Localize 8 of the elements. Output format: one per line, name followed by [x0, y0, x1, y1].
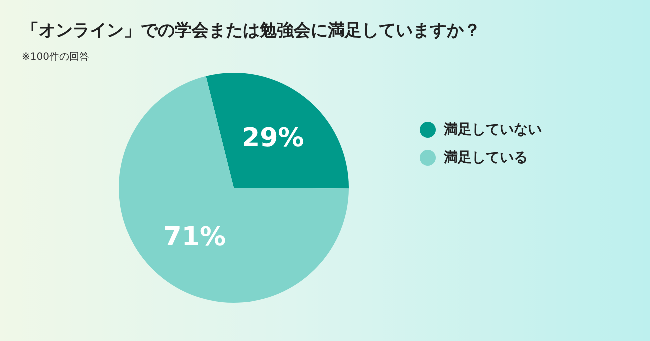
pie-slice [119, 76, 349, 303]
data-label: 29% [242, 123, 304, 154]
legend-label: 満足していない [443, 122, 542, 138]
chart-subtitle: ※100件の回答 [22, 51, 90, 63]
legend-label: 満足している [443, 150, 528, 166]
pie-slice [206, 73, 349, 189]
chart-title: 「オンライン」での学会または勉強会に満足していますか？ [22, 21, 481, 41]
data-label: 71% [164, 222, 226, 253]
